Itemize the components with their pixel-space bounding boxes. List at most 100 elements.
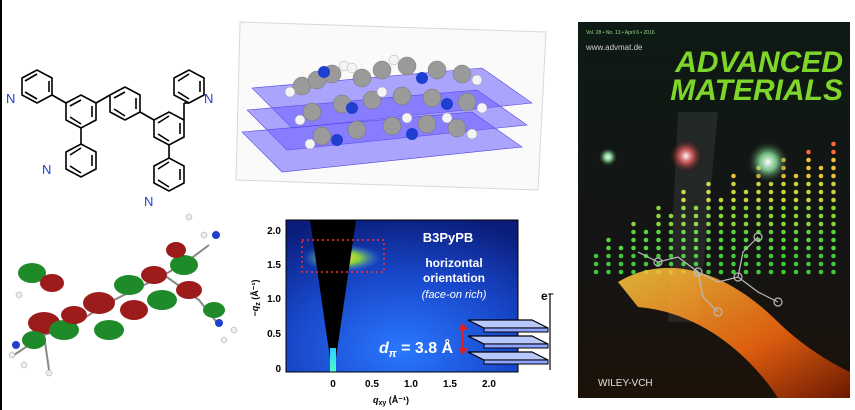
equalizer-dot xyxy=(731,205,736,211)
equalizer-dot xyxy=(768,237,774,243)
equalizer-dot xyxy=(631,221,636,227)
giwaxs-pattern-plot: B3PyPB horizontal orientation (face-on r… xyxy=(250,219,554,407)
equalizer-dot xyxy=(831,197,836,203)
equalizer-dot xyxy=(718,197,724,203)
cover-url: www.advmat.de xyxy=(585,43,643,52)
nitrogen-atoms xyxy=(12,231,223,349)
journal-cover: Vol. 28 • No. 13 • April 6 • 2016 www.ad… xyxy=(578,22,850,398)
equalizer-dot xyxy=(643,237,649,243)
orientation-label: horizontal xyxy=(425,256,482,270)
equalizer-dot xyxy=(768,229,774,235)
equalizer-dot xyxy=(718,229,724,235)
equalizer-dot xyxy=(731,189,736,195)
equalizer-dot xyxy=(593,269,599,275)
equalizer-dot xyxy=(756,213,761,219)
charge-stream xyxy=(618,267,850,398)
equalizer-dot xyxy=(706,221,711,227)
d-value: = 3.8 Å xyxy=(397,338,454,357)
d-symbol: d xyxy=(379,340,390,357)
x-axis-label: qxy (Å⁻¹) xyxy=(373,395,409,407)
equalizer-dot xyxy=(768,269,774,275)
equalizer-dot xyxy=(718,253,724,259)
equalizer-dot xyxy=(631,253,636,259)
plot-frame xyxy=(285,219,519,373)
equalizer-dot xyxy=(656,213,661,219)
cover-issue-line: Vol. 28 • No. 13 • April 6 • 2016 xyxy=(586,30,655,36)
equalizer-dot xyxy=(806,149,811,155)
equalizer-dot xyxy=(793,253,799,259)
equalizer-dot xyxy=(718,221,724,227)
equalizer-dot xyxy=(831,157,836,163)
equalizer-dot xyxy=(806,245,811,251)
equalizer-dot xyxy=(731,221,736,227)
equalizer-dot xyxy=(731,245,736,251)
equalizer-dot xyxy=(756,253,761,259)
equalizer-dot xyxy=(806,261,811,267)
equalizer-dot xyxy=(656,229,661,235)
equalizer-dot xyxy=(806,269,811,275)
equalizer-dot xyxy=(693,261,699,267)
equalizer-dot xyxy=(768,245,774,251)
equalizer-dot xyxy=(606,261,611,267)
equalizer-dot xyxy=(668,213,674,219)
equalizer-dot xyxy=(793,189,799,195)
equalizer-dot xyxy=(743,221,749,227)
electron-label: e⁻ xyxy=(541,289,554,303)
equalizer-dot xyxy=(593,253,599,259)
equalizer-dot xyxy=(743,229,749,235)
equalizer-dot xyxy=(731,197,736,203)
equalizer-dot xyxy=(831,229,836,235)
equalizer-dot xyxy=(618,261,624,267)
equalizer-dot xyxy=(793,245,799,251)
light-flare xyxy=(598,147,618,167)
equalizer-dot xyxy=(706,253,711,259)
equalizer-dot xyxy=(656,245,661,251)
equalizer-dot xyxy=(831,253,836,259)
space-filling-molecules xyxy=(284,54,488,150)
orientation-note: (face-on rich) xyxy=(422,289,487,301)
equalizer-dot xyxy=(681,237,686,243)
light-flare xyxy=(746,140,790,184)
equalizer-dot xyxy=(818,269,824,275)
equalizer-dot xyxy=(781,197,786,203)
equalizer-dot xyxy=(681,213,686,219)
peak-highlight-box xyxy=(301,239,385,273)
equalizer-dot xyxy=(768,261,774,267)
y-tick-labels: 2.0 1.5 1.0 0.5 0 xyxy=(267,226,281,375)
equalizer-dot xyxy=(781,261,786,267)
equalizer-dot xyxy=(818,229,824,235)
equalizer-dot xyxy=(606,245,611,251)
equalizer-dot xyxy=(681,229,686,235)
equalizer-dot xyxy=(768,205,774,211)
equalizer-dot xyxy=(631,237,636,243)
equalizer-dot xyxy=(793,205,799,211)
equalizer-dot xyxy=(668,261,674,267)
equalizer-dot xyxy=(681,245,686,251)
equalizer-dot xyxy=(693,205,699,211)
equalizer-dot xyxy=(806,221,811,227)
equalizer-dot xyxy=(781,253,786,259)
equalizer-dot xyxy=(768,189,774,195)
equalizer-dot xyxy=(768,213,774,219)
equalizer-dot xyxy=(818,173,824,179)
equalizer-dot xyxy=(768,253,774,259)
equalizer-dot xyxy=(768,221,774,227)
equalizer-dot xyxy=(743,253,749,259)
equalizer-dot xyxy=(793,229,799,235)
molecular-orbital-illustration xyxy=(8,213,238,377)
equalizer-dot xyxy=(668,253,674,259)
equalizer-dot xyxy=(768,197,774,203)
equalizer-dot xyxy=(668,229,674,235)
equalizer-dot xyxy=(818,245,824,251)
equalizer-dot xyxy=(743,205,749,211)
equalizer-dot xyxy=(718,269,724,275)
stacked-layers-icon xyxy=(467,319,549,365)
equalizer-dot xyxy=(706,269,711,275)
equalizer-dot xyxy=(806,197,811,203)
equalizer-dot xyxy=(618,253,624,259)
equalizer-dot xyxy=(731,173,736,179)
equalizer-dot xyxy=(781,221,786,227)
equalizer-dot xyxy=(731,181,736,187)
equalizer-dot xyxy=(793,213,799,219)
equalizer-dot xyxy=(806,229,811,235)
